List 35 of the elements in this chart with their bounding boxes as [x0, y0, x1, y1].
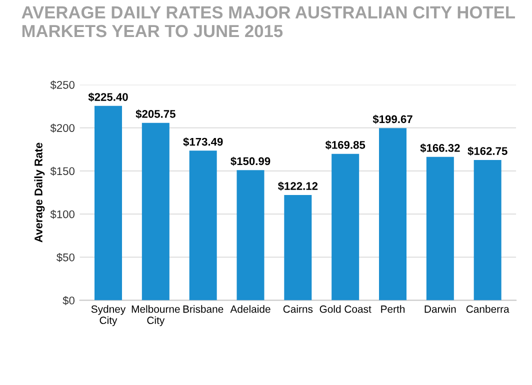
data-label: $169.85 [325, 140, 366, 150]
bar [284, 194, 312, 300]
bar [142, 122, 170, 300]
x-tick-label: Cairns [283, 305, 313, 313]
y-tick-label: $250 [50, 80, 75, 90]
data-label: $205.75 [136, 110, 176, 119]
bar [474, 160, 502, 300]
bar [189, 150, 217, 300]
chart-title: AVERAGE DAILY RATES MAJOR AUSTRALIAN CITY HOTEL MARKETS YEAR TO JUNE 2015 [22, 6, 515, 38]
x-tick-label: Melbourne City [132, 305, 180, 326]
y-tick-label: $150 [50, 166, 75, 176]
data-label: $166.32 [420, 144, 460, 153]
x-tick-label: Gold Coast [320, 305, 372, 313]
bar [426, 156, 454, 300]
x-tick-label: Sydney City [91, 305, 126, 326]
bar [379, 128, 407, 300]
data-label: $162.75 [468, 146, 508, 156]
x-tick-label: Perth [381, 305, 405, 313]
data-label: $199.67 [372, 114, 412, 124]
y-tick-label: $200 [50, 124, 75, 133]
data-label: $122.12 [278, 182, 318, 191]
bar [94, 106, 122, 300]
x-tick-label: Canberra [466, 305, 510, 313]
y-axis-title: Average Daily Rate [34, 142, 45, 242]
data-label: $173.49 [183, 137, 223, 146]
data-label: $225.40 [88, 92, 128, 102]
x-tick-label: Darwin [424, 305, 456, 313]
x-tick-label: Adelaide [230, 305, 270, 313]
x-tick-label: Brisbane [183, 305, 224, 313]
y-tick-label: $0 [62, 296, 75, 306]
data-label: $150.99 [230, 156, 270, 166]
bar [236, 170, 264, 300]
bar [332, 154, 360, 300]
y-tick-label: $100 [50, 210, 75, 219]
y-tick-label: $50 [56, 252, 75, 262]
